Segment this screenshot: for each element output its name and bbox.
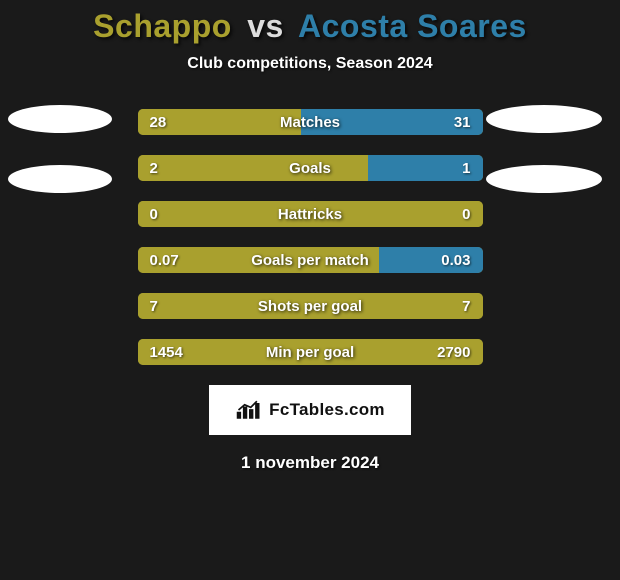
right-logos bbox=[486, 105, 602, 193]
team-logo-icon bbox=[8, 105, 112, 133]
bar-label: Shots per goal bbox=[138, 293, 483, 319]
comparison-chart: 2831Matches 21Goals 00Hattricks 0.070.03Goa… bbox=[0, 109, 620, 365]
vs-label: vs bbox=[247, 8, 284, 44]
page-title: Schappo vs Acosta Soares bbox=[0, 0, 620, 45]
stat-bar: 0.070.03Goals per match bbox=[138, 247, 483, 273]
bar-label: Goals bbox=[138, 155, 483, 181]
subtitle: Club competitions, Season 2024 bbox=[0, 55, 620, 73]
fctables-logo-icon bbox=[235, 398, 263, 422]
branding-text: FcTables.com bbox=[269, 400, 385, 420]
stat-bar: 2831Matches bbox=[138, 109, 483, 135]
team-logo-icon bbox=[486, 105, 602, 133]
bar-label: Goals per match bbox=[138, 247, 483, 273]
branding-badge: FcTables.com bbox=[209, 385, 411, 435]
team-logo-icon bbox=[8, 165, 112, 193]
bar-label: Matches bbox=[138, 109, 483, 135]
stat-bar: 77Shots per goal bbox=[138, 293, 483, 319]
bars-container: 2831Matches 21Goals 00Hattricks 0.070.03Goa… bbox=[138, 109, 483, 365]
left-logos bbox=[8, 105, 112, 193]
bar-label: Hattricks bbox=[138, 201, 483, 227]
stat-bar: 14542790Min per goal bbox=[138, 339, 483, 365]
bar-label: Min per goal bbox=[138, 339, 483, 365]
player2-name: Acosta Soares bbox=[298, 8, 527, 44]
player1-name: Schappo bbox=[93, 8, 232, 44]
stat-bar: 21Goals bbox=[138, 155, 483, 181]
stat-bar: 00Hattricks bbox=[138, 201, 483, 227]
footer-date: 1 november 2024 bbox=[0, 453, 620, 473]
team-logo-icon bbox=[486, 165, 602, 193]
